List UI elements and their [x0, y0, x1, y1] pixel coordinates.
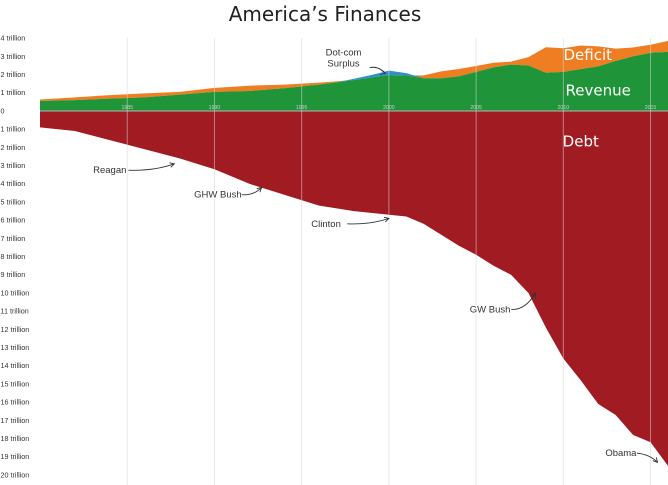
- y-tick-label: 13 trillion: [1, 343, 30, 352]
- y-tick-label: 4 trillion: [1, 34, 26, 43]
- annotation-arrow: [511, 292, 536, 310]
- area-label-debt: Debt: [563, 132, 599, 150]
- y-tick-label: 18 trillion: [1, 434, 30, 443]
- revenue-area: [40, 51, 668, 111]
- y-tick-label: 17 trillion: [1, 416, 30, 425]
- annotation-arrow: [636, 452, 658, 463]
- annotation-text: Surplus: [327, 58, 359, 69]
- area-label-revenue: Revenue: [566, 82, 631, 100]
- arrow-head: [380, 69, 387, 76]
- arrow-head: [530, 292, 536, 299]
- y-tick-label: 8 trillion: [1, 252, 26, 261]
- chart-areas: [40, 40, 668, 466]
- y-tick-label: 2 trillion: [1, 143, 26, 152]
- annotation-text: GHW Bush: [194, 190, 242, 201]
- annotation-clinton: Clinton: [310, 216, 390, 231]
- surplus-area: [336, 70, 424, 83]
- annotation-arrow: [241, 187, 262, 196]
- x-axis-ticks: 1985 1990 1995 2000 2005 2010 2015: [121, 105, 656, 111]
- y-tick-label: 19 trillion: [1, 452, 30, 461]
- arrow-head: [652, 457, 659, 463]
- y-tick-label: 16 trillion: [1, 398, 30, 407]
- y-tick-label: 15 trillion: [1, 379, 30, 388]
- area-label-deficit: Deficit: [563, 46, 612, 64]
- y-tick-label: 3 trillion: [1, 52, 26, 61]
- y-tick-label: 14 trillion: [1, 361, 30, 370]
- arrow-head: [169, 162, 176, 168]
- chart-title: America’s Finances: [229, 2, 422, 26]
- x-tick-label: 2015: [645, 105, 657, 111]
- annotation-obama: Obama: [604, 447, 659, 463]
- x-tick-label: 2010: [558, 105, 570, 111]
- annotation-text: Obama: [605, 448, 637, 459]
- annotation-text: Reagan: [93, 165, 126, 176]
- annotation-reagan: Reagan: [92, 162, 176, 177]
- y-axis-ticks: 4 trillion 3 trillion 2 trillion 1 trillion…: [1, 34, 30, 480]
- y-tick-label: 1 trillion: [1, 88, 26, 97]
- y-tick-label: 1 trillion: [1, 125, 26, 134]
- area-labels: Deficit Revenue Debt: [563, 46, 631, 150]
- annotation-ghw-bush: GHW Bush: [193, 186, 263, 202]
- y-tick-label: 2 trillion: [1, 70, 26, 79]
- annotation-text: Clinton: [311, 219, 341, 230]
- y-tick-label: 0: [1, 106, 5, 115]
- annotation-arrow: [347, 217, 390, 225]
- x-tick-label: 1990: [209, 105, 221, 111]
- arrow-head: [383, 216, 390, 223]
- debt-area: [40, 111, 668, 466]
- y-tick-label: 10 trillion: [1, 288, 30, 297]
- y-tick-label: 5 trillion: [1, 197, 26, 206]
- grid-lines: [126, 38, 652, 485]
- x-tick-label: 2000: [383, 105, 395, 111]
- annotation-text: Dot-com: [326, 47, 362, 58]
- y-tick-label: 11 trillion: [1, 307, 29, 316]
- y-tick-label: 7 trillion: [1, 234, 26, 243]
- arrow-head: [256, 186, 263, 193]
- y-tick-label: 6 trillion: [1, 216, 26, 225]
- y-tick-label: 12 trillion: [1, 325, 30, 334]
- x-tick-label: 1985: [121, 105, 133, 111]
- x-tick-label: 1995: [296, 105, 308, 111]
- y-tick-label: 20 trillion: [1, 470, 30, 479]
- y-tick-label: 4 trillion: [1, 179, 26, 188]
- x-tick-label: 2005: [470, 105, 482, 111]
- annotation-text: GW Bush: [470, 304, 511, 315]
- y-tick-label: 3 trillion: [1, 161, 26, 170]
- annotation-gw-bush: GW Bush: [469, 292, 536, 317]
- deficit-area: [40, 40, 668, 101]
- annotation-arrow: [128, 163, 175, 171]
- y-tick-label: 9 trillion: [1, 270, 26, 279]
